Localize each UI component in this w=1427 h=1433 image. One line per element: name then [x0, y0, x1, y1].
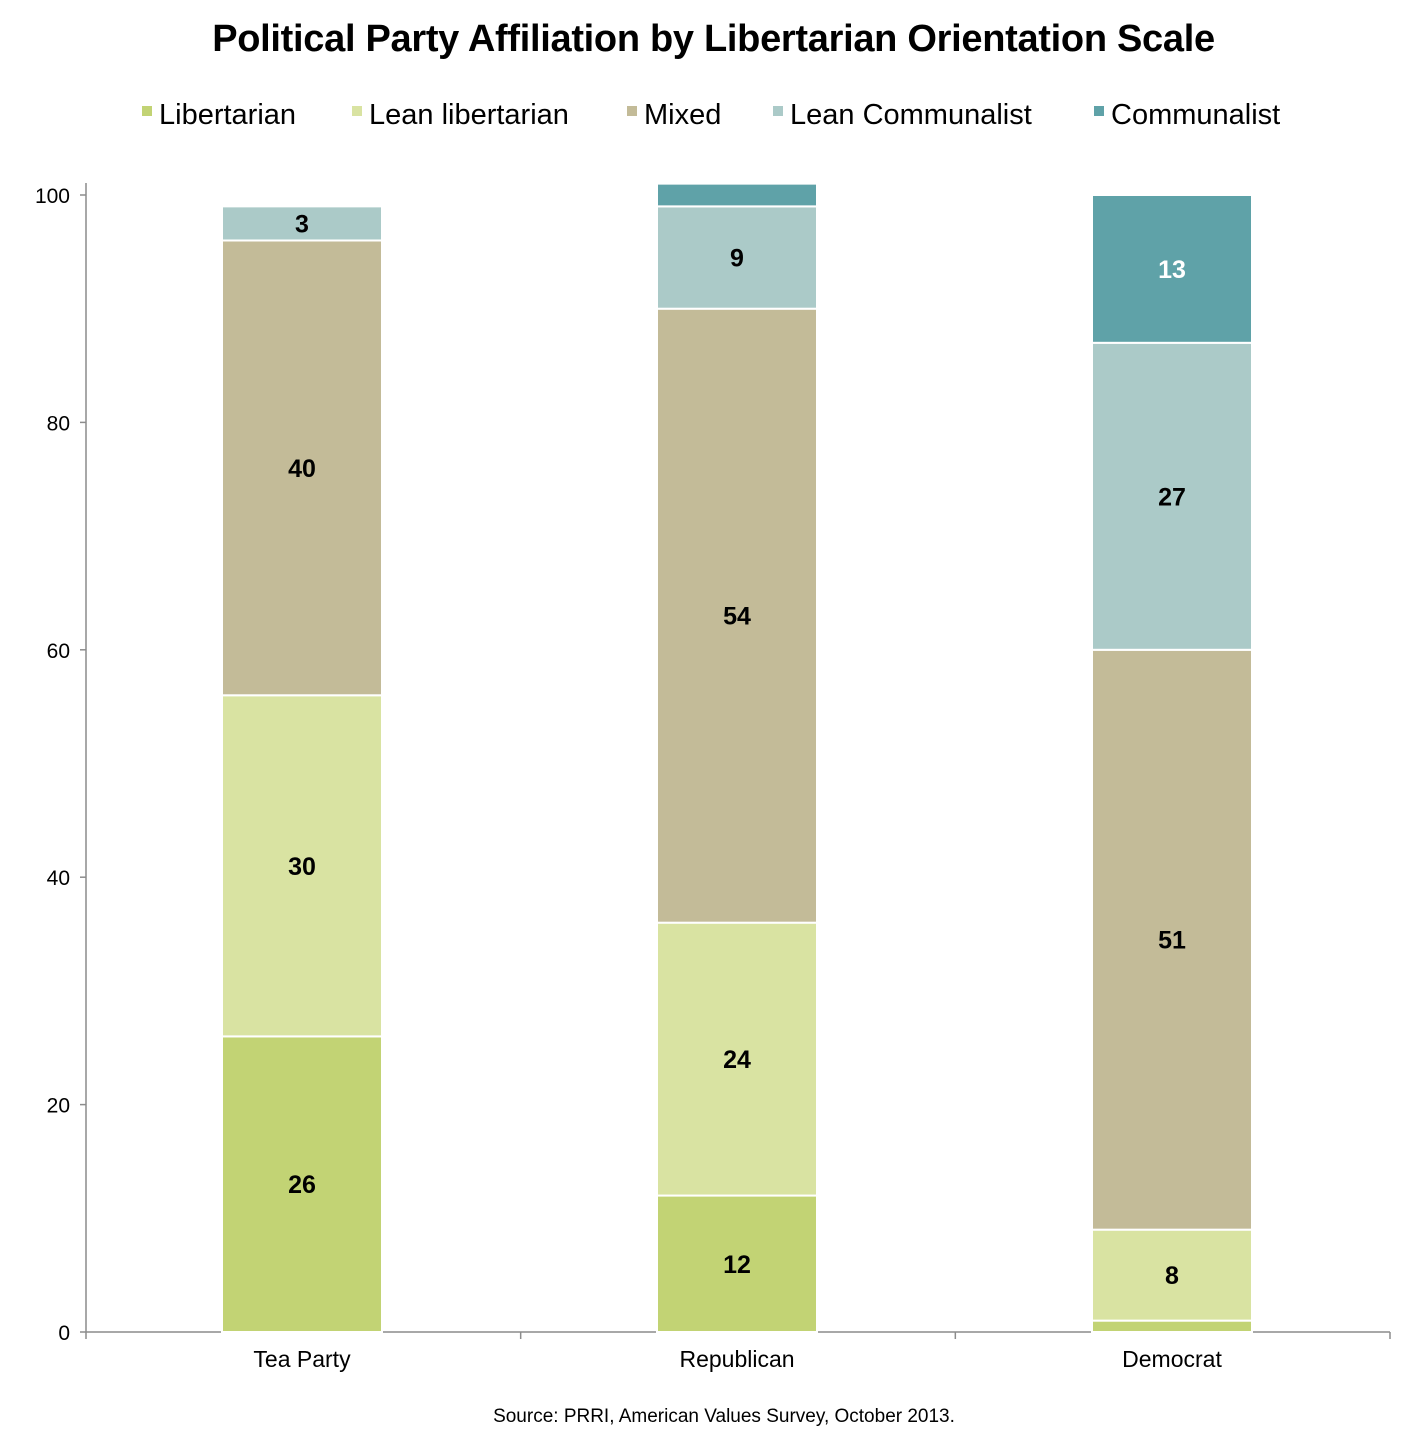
bar-segment [1091, 1319, 1253, 1334]
data-label: 12 [723, 1251, 751, 1279]
bar-segment [656, 182, 818, 208]
x-tick-label: Tea Party [253, 1346, 351, 1372]
bar-stack: 26 30 40 3 [221, 205, 383, 1333]
legend-swatch [352, 106, 362, 116]
source-note: Source: PRRI, American Values Survey, Oc… [493, 1406, 955, 1427]
data-label: 30 [288, 853, 316, 881]
legend-label: Communalist [1111, 99, 1280, 131]
bar-segment [221, 205, 383, 242]
y-tick-label: 40 [47, 867, 70, 890]
data-label: 27 [1158, 483, 1186, 511]
legend-item: Lean Communalist [773, 99, 1032, 131]
legend-swatch [1094, 106, 1104, 116]
y-tick-label: 80 [47, 412, 70, 435]
legend-label: Lean libertarian [369, 99, 569, 131]
legend-swatch [773, 106, 783, 116]
bars: 26 30 40 3 12 24 54 9 8 51 27 13 [221, 182, 1253, 1334]
data-label: 8 [1165, 1262, 1179, 1290]
data-label: 24 [723, 1046, 751, 1074]
y-tick-label: 20 [47, 1095, 70, 1118]
bar-stack: 12 24 54 9 [656, 182, 818, 1334]
x-tick-label: Republican [679, 1346, 794, 1372]
data-label: 40 [288, 455, 316, 483]
legend-swatch [142, 106, 152, 116]
data-label: 54 [723, 603, 751, 631]
data-label: 9 [730, 245, 744, 273]
data-label: 51 [1158, 927, 1186, 955]
bar-segment [656, 1194, 818, 1334]
legend: Libertarian Lean libertarian Mixed Lean Com… [142, 99, 1280, 131]
bar-segment [1091, 194, 1253, 344]
legend-label: Libertarian [159, 99, 296, 131]
data-label: 3 [295, 210, 309, 238]
y-tick-label: 100 [35, 185, 70, 208]
data-label: 26 [288, 1171, 316, 1199]
bar-segment [656, 921, 818, 1197]
y-tick-label: 60 [47, 640, 70, 663]
legend-swatch [627, 106, 637, 116]
x-tick-label: Democrat [1122, 1346, 1222, 1372]
legend-item: Communalist [1094, 99, 1280, 131]
chart-title: Political Party Affiliation by Libertari… [212, 18, 1215, 60]
y-tick-label: 0 [58, 1322, 70, 1345]
bar-segment [221, 239, 383, 697]
bar-segment [656, 307, 818, 924]
bar-segment [656, 205, 818, 310]
legend-item: Lean libertarian [352, 99, 569, 131]
legend-item: Mixed [627, 99, 721, 131]
data-label: 13 [1158, 256, 1186, 284]
bar-segment [1091, 341, 1253, 651]
legend-label: Mixed [644, 99, 721, 131]
legend-label: Lean Communalist [790, 99, 1032, 131]
bar-stack: 8 51 27 13 [1091, 194, 1253, 1334]
bar-segment [221, 694, 383, 1038]
bar-segment [1091, 648, 1253, 1231]
legend-item: Libertarian [142, 99, 296, 131]
